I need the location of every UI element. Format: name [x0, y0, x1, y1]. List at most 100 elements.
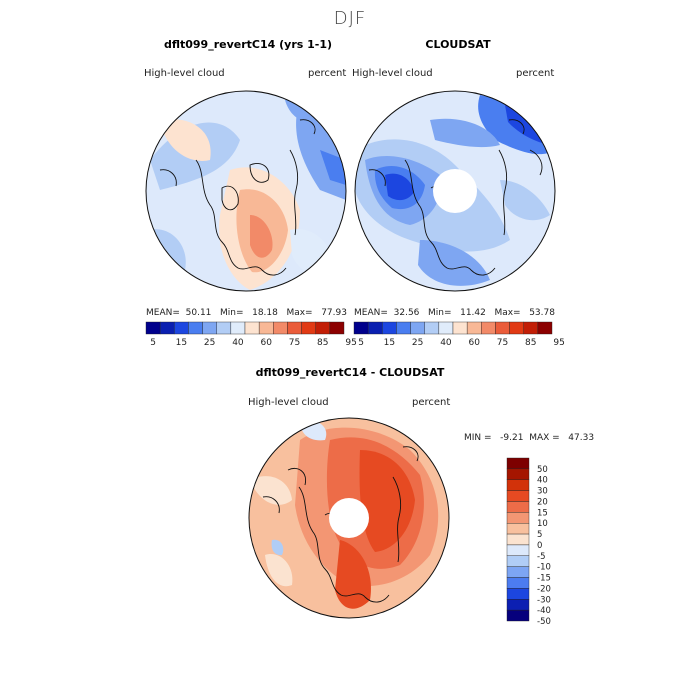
- panel2-field-region: [385, 173, 414, 201]
- panel3-colorbar-tick-label: -10: [537, 563, 551, 573]
- panel3-colorbar-swatch: [506, 544, 530, 557]
- panel1-stats: MEAN= 50.11 Min= 18.18 Max= 77.93: [146, 308, 347, 318]
- panel3-colorbar-tick-label: 10: [537, 519, 548, 529]
- panel3-colorbar-swatch: [506, 512, 530, 524]
- panel2-units-label: percent: [516, 68, 555, 79]
- panel3-map-border: [248, 417, 450, 619]
- panel2-colorbar-swatch: [495, 321, 510, 335]
- panel1-max-value: 77.93: [321, 308, 347, 318]
- panel1-mean-value: 50.11: [185, 308, 212, 318]
- panel3-colorbar-tick-label: 40: [537, 476, 548, 486]
- panel2-colorbar-swatch: [396, 321, 411, 335]
- panel1-colorbar-swatch: [273, 321, 288, 335]
- panel3-colorbar-swatch: [506, 555, 530, 567]
- panel2-colorbar-swatch: [509, 321, 524, 335]
- panel3-colorbar-swatch: [506, 588, 530, 600]
- panel2-colorbar-tick-label: 40: [440, 338, 452, 348]
- panel3-min-label: MIN =: [464, 433, 492, 443]
- panel1-colorbar-tick-label: 85: [317, 338, 328, 348]
- panel1-colorbar-tick-label: 5: [150, 338, 156, 348]
- panel2-field-region: [500, 180, 550, 221]
- panel3-variable-label: High-level cloud: [248, 397, 329, 408]
- panel2-colorbar-tick-label: 5: [358, 338, 364, 348]
- panel2-title: CLOUDSAT: [425, 38, 491, 51]
- panel2-min-value: 11.42: [460, 308, 486, 318]
- panel2-colorbar-swatch: [466, 321, 482, 335]
- panel2-colorbar-tick-label: 75: [497, 338, 508, 348]
- panel2-stats: MEAN= 32.56 Min= 11.42 Max= 53.78: [354, 308, 555, 318]
- panel1-colorbar-swatch: [174, 321, 189, 335]
- panel1-map: [145, 90, 347, 292]
- panel3-colorbar-tick-label: -20: [537, 584, 551, 594]
- panel2-colorbar-swatch: [452, 321, 468, 335]
- panel3-colorbar-swatch: [506, 457, 530, 470]
- panel2-map: [354, 90, 556, 292]
- panel3-max-value: 47.33: [568, 433, 595, 443]
- panel3-field-region: [271, 539, 284, 556]
- panel1-min-label: Min=: [219, 308, 244, 318]
- panel3-field-region: [250, 476, 292, 505]
- panel1-colorbar-swatch: [188, 321, 203, 335]
- panel3-max-label: MAX =: [529, 433, 560, 443]
- panel3-colorbar-tick-label: -40: [537, 606, 551, 616]
- panel2-mean-value: 32.56: [393, 308, 420, 318]
- panel2-colorbar-tick-label: 25: [412, 338, 423, 348]
- panel2-max-label: Max=: [494, 308, 521, 318]
- panel2-colorbar-tick-label: 60: [468, 338, 480, 348]
- panel2-colorbar-swatch: [523, 321, 539, 335]
- figure-title: DJF: [333, 8, 367, 29]
- panel1-colorbar-swatch: [258, 321, 274, 335]
- panel2-colorbar-swatch: [382, 321, 397, 335]
- panel2-min-label: Min=: [427, 308, 452, 318]
- panel2-colorbar-tick-label: 15: [384, 338, 395, 348]
- panel2-mean-label: MEAN=: [354, 308, 388, 318]
- panel3-colorbar-tick-label: 30: [537, 487, 548, 497]
- panel3-colorbar-tick-label: 0: [537, 541, 542, 551]
- panel3-field-region: [335, 540, 371, 609]
- panel2-colorbar-swatch: [537, 321, 553, 335]
- panel1-colorbar-swatch: [159, 321, 175, 335]
- panel3-colorbar-tick-label: 20: [537, 497, 548, 507]
- panel1-colorbar-tick-label: 40: [232, 338, 244, 348]
- panel3-colorbar-tick-label: -50: [537, 617, 551, 627]
- panel3-colorbar-tick-label: -30: [537, 595, 551, 605]
- panel2-colorbar-swatch: [367, 321, 383, 335]
- panel3-stats: MIN = -9.21 MAX = 47.33: [464, 433, 594, 443]
- panel1-colorbar-tick-label: 25: [204, 338, 215, 348]
- panel1-field-region: [160, 119, 211, 161]
- panel3-map: [248, 417, 450, 619]
- panel1-colorbar-swatch: [329, 321, 345, 335]
- panel2-colorbar-swatch: [481, 321, 496, 335]
- panel1-field-region: [250, 215, 273, 258]
- panel1-title: dflt099_revertC14 (yrs 1-1): [163, 38, 333, 51]
- panel1-colorbar-swatch: [202, 321, 217, 335]
- panel1-coastlines: [159, 119, 316, 276]
- panel3-colorbar-swatch: [506, 490, 530, 502]
- panel3-colorbar-swatch: [506, 468, 530, 480]
- panel3-colorbar-tick-label: 50: [537, 465, 548, 475]
- panel3-colorbar-swatch: [506, 523, 530, 535]
- panel3-field-region: [359, 450, 415, 552]
- panel1-colorbar-tick-label: 15: [176, 338, 187, 348]
- panel1-mean-label: MEAN=: [146, 308, 180, 318]
- panel1-colorbar-tick-label: 60: [260, 338, 272, 348]
- panel2-colorbar-tick-label: 85: [525, 338, 536, 348]
- panel2-variable-label: High-level cloud: [352, 68, 433, 79]
- panel2-map-border: [354, 90, 556, 292]
- panel3-colorbar-swatch: [506, 501, 530, 513]
- panel1-colorbar-swatch: [244, 321, 260, 335]
- panel3-title: dflt099_revertC14 - CLOUDSAT: [255, 366, 445, 379]
- panel3-colorbar-swatch: [506, 566, 530, 578]
- panel3-colorbar-tick-label: 5: [537, 530, 542, 540]
- panel1-units-label: percent: [308, 68, 347, 79]
- panel2-colorbar-swatch: [410, 321, 425, 335]
- panel3-colorbar-tick-label: 15: [537, 508, 548, 518]
- panel2-max-value: 53.78: [529, 308, 555, 318]
- panel1-colorbar-swatch: [145, 321, 161, 335]
- panel3-min-value: -9.21: [500, 433, 524, 443]
- panel1-field-region: [320, 150, 346, 185]
- panel3-colorbar-swatch: [506, 609, 530, 622]
- panel2-colorbar-swatch: [424, 321, 440, 335]
- panel1-colorbar-swatch: [216, 321, 232, 335]
